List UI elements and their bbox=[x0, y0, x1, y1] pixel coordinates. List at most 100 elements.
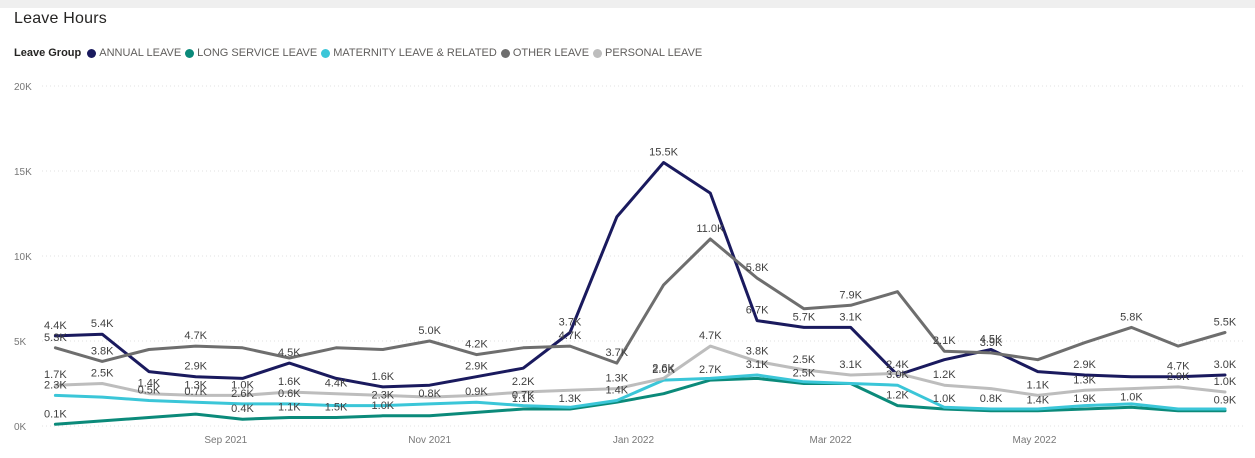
data-label: 5.0K bbox=[418, 325, 441, 337]
data-label: 2.6K bbox=[231, 388, 254, 400]
data-label: 1.1K bbox=[1026, 379, 1049, 391]
data-label: 1.3K bbox=[605, 373, 628, 385]
data-label: 4.5K bbox=[278, 347, 301, 359]
data-label: 2.4K bbox=[886, 359, 909, 371]
data-label: 2.5K bbox=[91, 368, 114, 380]
data-label: 3.1K bbox=[746, 359, 769, 371]
legend-item-other-leave[interactable]: OTHER LEAVE bbox=[500, 47, 590, 59]
data-label: 5.5K bbox=[1214, 317, 1237, 329]
legend-title: Leave Group bbox=[14, 47, 82, 59]
data-label: 1.1K bbox=[278, 402, 301, 414]
x-tick-label: Mar 2022 bbox=[810, 435, 853, 446]
data-label: 1.9K bbox=[1073, 393, 1096, 405]
series-line-maternity-leave-related bbox=[53, 373, 1227, 411]
x-tick-label: May 2022 bbox=[1013, 435, 1057, 446]
data-label: 2.9K bbox=[465, 361, 488, 373]
data-label: 3.0K bbox=[1214, 359, 1237, 371]
x-tick-label: Nov 2021 bbox=[408, 435, 451, 446]
legend-dot-icon bbox=[500, 48, 510, 58]
data-label: 0.9K bbox=[465, 386, 488, 398]
data-label: 2.7K bbox=[699, 364, 722, 376]
data-label: 3.7K bbox=[605, 347, 628, 359]
data-label: 1.1K bbox=[512, 393, 535, 405]
data-label: 1.2K bbox=[886, 390, 909, 402]
legend-item-label: LONG SERVICE LEAVE bbox=[197, 47, 318, 59]
y-tick-label: 5K bbox=[14, 337, 27, 348]
data-label: 0.8K bbox=[980, 393, 1003, 405]
legend-item-maternity-leave[interactable]: MATERNITY LEAVE & RELATED bbox=[321, 47, 497, 59]
data-label: 3.0K bbox=[886, 369, 909, 381]
data-label: 2.5K bbox=[793, 368, 816, 380]
legend-dot-icon bbox=[185, 48, 195, 58]
x-tick-label: Jan 2022 bbox=[613, 435, 655, 446]
data-label: 5.7K bbox=[793, 311, 816, 323]
y-tick-label: 20K bbox=[14, 82, 32, 93]
data-label: 3.8K bbox=[746, 345, 769, 357]
x-tick-label: Sep 2021 bbox=[204, 435, 247, 446]
y-tick-label: 15K bbox=[14, 167, 32, 178]
data-label: 3.7K bbox=[559, 317, 582, 329]
data-label: 1.3K bbox=[559, 393, 582, 405]
legend-item-label: ANNUAL LEAVE bbox=[99, 47, 182, 59]
data-label: 2.2K bbox=[512, 376, 535, 388]
data-label: 5.8K bbox=[746, 262, 769, 274]
data-label: 2.3K bbox=[44, 379, 67, 391]
data-labels: 4.4K 5.4K 2.9K 4.5K 1.6K 2.9K 3.7K 15.5K 6.7K 5.7… bbox=[44, 147, 1237, 421]
data-label: 2.1K bbox=[933, 335, 956, 347]
y-tick-label: 10K bbox=[14, 252, 32, 263]
data-label: 0.9K bbox=[1214, 395, 1237, 407]
data-label: 2.0K bbox=[652, 364, 675, 376]
data-label: 1.3K bbox=[1073, 374, 1096, 386]
data-label: 0.4K bbox=[231, 403, 254, 415]
legend-dot-icon bbox=[87, 48, 97, 58]
data-label: 2.5K bbox=[793, 354, 816, 366]
data-label: 5.8K bbox=[1120, 311, 1143, 323]
data-label: 5.4K bbox=[91, 318, 114, 330]
data-label: 3.9K bbox=[980, 337, 1003, 349]
data-label: 1.4K bbox=[1026, 395, 1049, 407]
visual-header-bar bbox=[0, 0, 1255, 8]
data-label: 2.9K bbox=[1073, 359, 1096, 371]
data-label: 4.4K bbox=[44, 320, 67, 332]
x-axis: Sep 2021 Nov 2021 Jan 2022 Mar 2022 May 2022 bbox=[204, 435, 1056, 446]
legend: Leave Group ANNUAL LEAVE LONG SERVICE LE… bbox=[14, 47, 706, 59]
data-label: 2.9K bbox=[184, 361, 207, 373]
data-label: 1.6K bbox=[278, 376, 301, 388]
data-label: 4.7K bbox=[1167, 361, 1190, 373]
data-label: 1.6K bbox=[372, 371, 395, 383]
legend-dot-icon bbox=[593, 48, 603, 58]
chart-title: Leave Hours bbox=[14, 10, 107, 27]
gridlines bbox=[42, 85, 1245, 427]
data-label: 11.0K bbox=[696, 223, 725, 235]
y-tick-label: 0K bbox=[14, 422, 27, 433]
data-label: 4.7K bbox=[559, 330, 582, 342]
data-label: 15.5K bbox=[649, 147, 678, 159]
data-label: 1.0K bbox=[1214, 376, 1237, 388]
data-label: 0.7K bbox=[512, 390, 535, 402]
data-label: 4.5K bbox=[980, 334, 1003, 346]
data-label: 0.1K bbox=[44, 408, 67, 420]
data-label: 1.3K bbox=[184, 379, 207, 391]
data-label: 4.7K bbox=[184, 330, 207, 342]
data-label: 0.6K bbox=[278, 388, 301, 400]
legend-item-long-service-leave[interactable]: LONG SERVICE LEAVE bbox=[185, 47, 317, 59]
data-label: 5.3K bbox=[44, 332, 67, 344]
legend-item-label: PERSONAL LEAVE bbox=[605, 47, 703, 59]
legend-item-label: MATERNITY LEAVE & RELATED bbox=[333, 47, 497, 59]
data-label: 1.2K bbox=[933, 369, 956, 381]
data-label: 1.5K bbox=[325, 402, 348, 414]
data-label: 2.6K bbox=[652, 362, 675, 374]
series-line-personal-leave bbox=[53, 344, 1227, 399]
data-label: 7.9K bbox=[839, 289, 862, 301]
legend-item-personal-leave[interactable]: PERSONAL LEAVE bbox=[593, 47, 702, 59]
series-line-annual-leave bbox=[53, 161, 1227, 389]
data-label: 4.2K bbox=[465, 339, 488, 351]
legend-item-label: OTHER LEAVE bbox=[512, 47, 590, 59]
data-label: 0.7K bbox=[184, 386, 207, 398]
data-label: 1.0K bbox=[231, 379, 254, 391]
series-line-long-service-leave bbox=[53, 376, 1227, 426]
y-axis: 0K 5K 10K 15K 20K bbox=[14, 82, 32, 433]
data-label: 4.7K bbox=[699, 330, 722, 342]
legend-item-annual-leave[interactable]: ANNUAL LEAVE bbox=[87, 47, 181, 59]
